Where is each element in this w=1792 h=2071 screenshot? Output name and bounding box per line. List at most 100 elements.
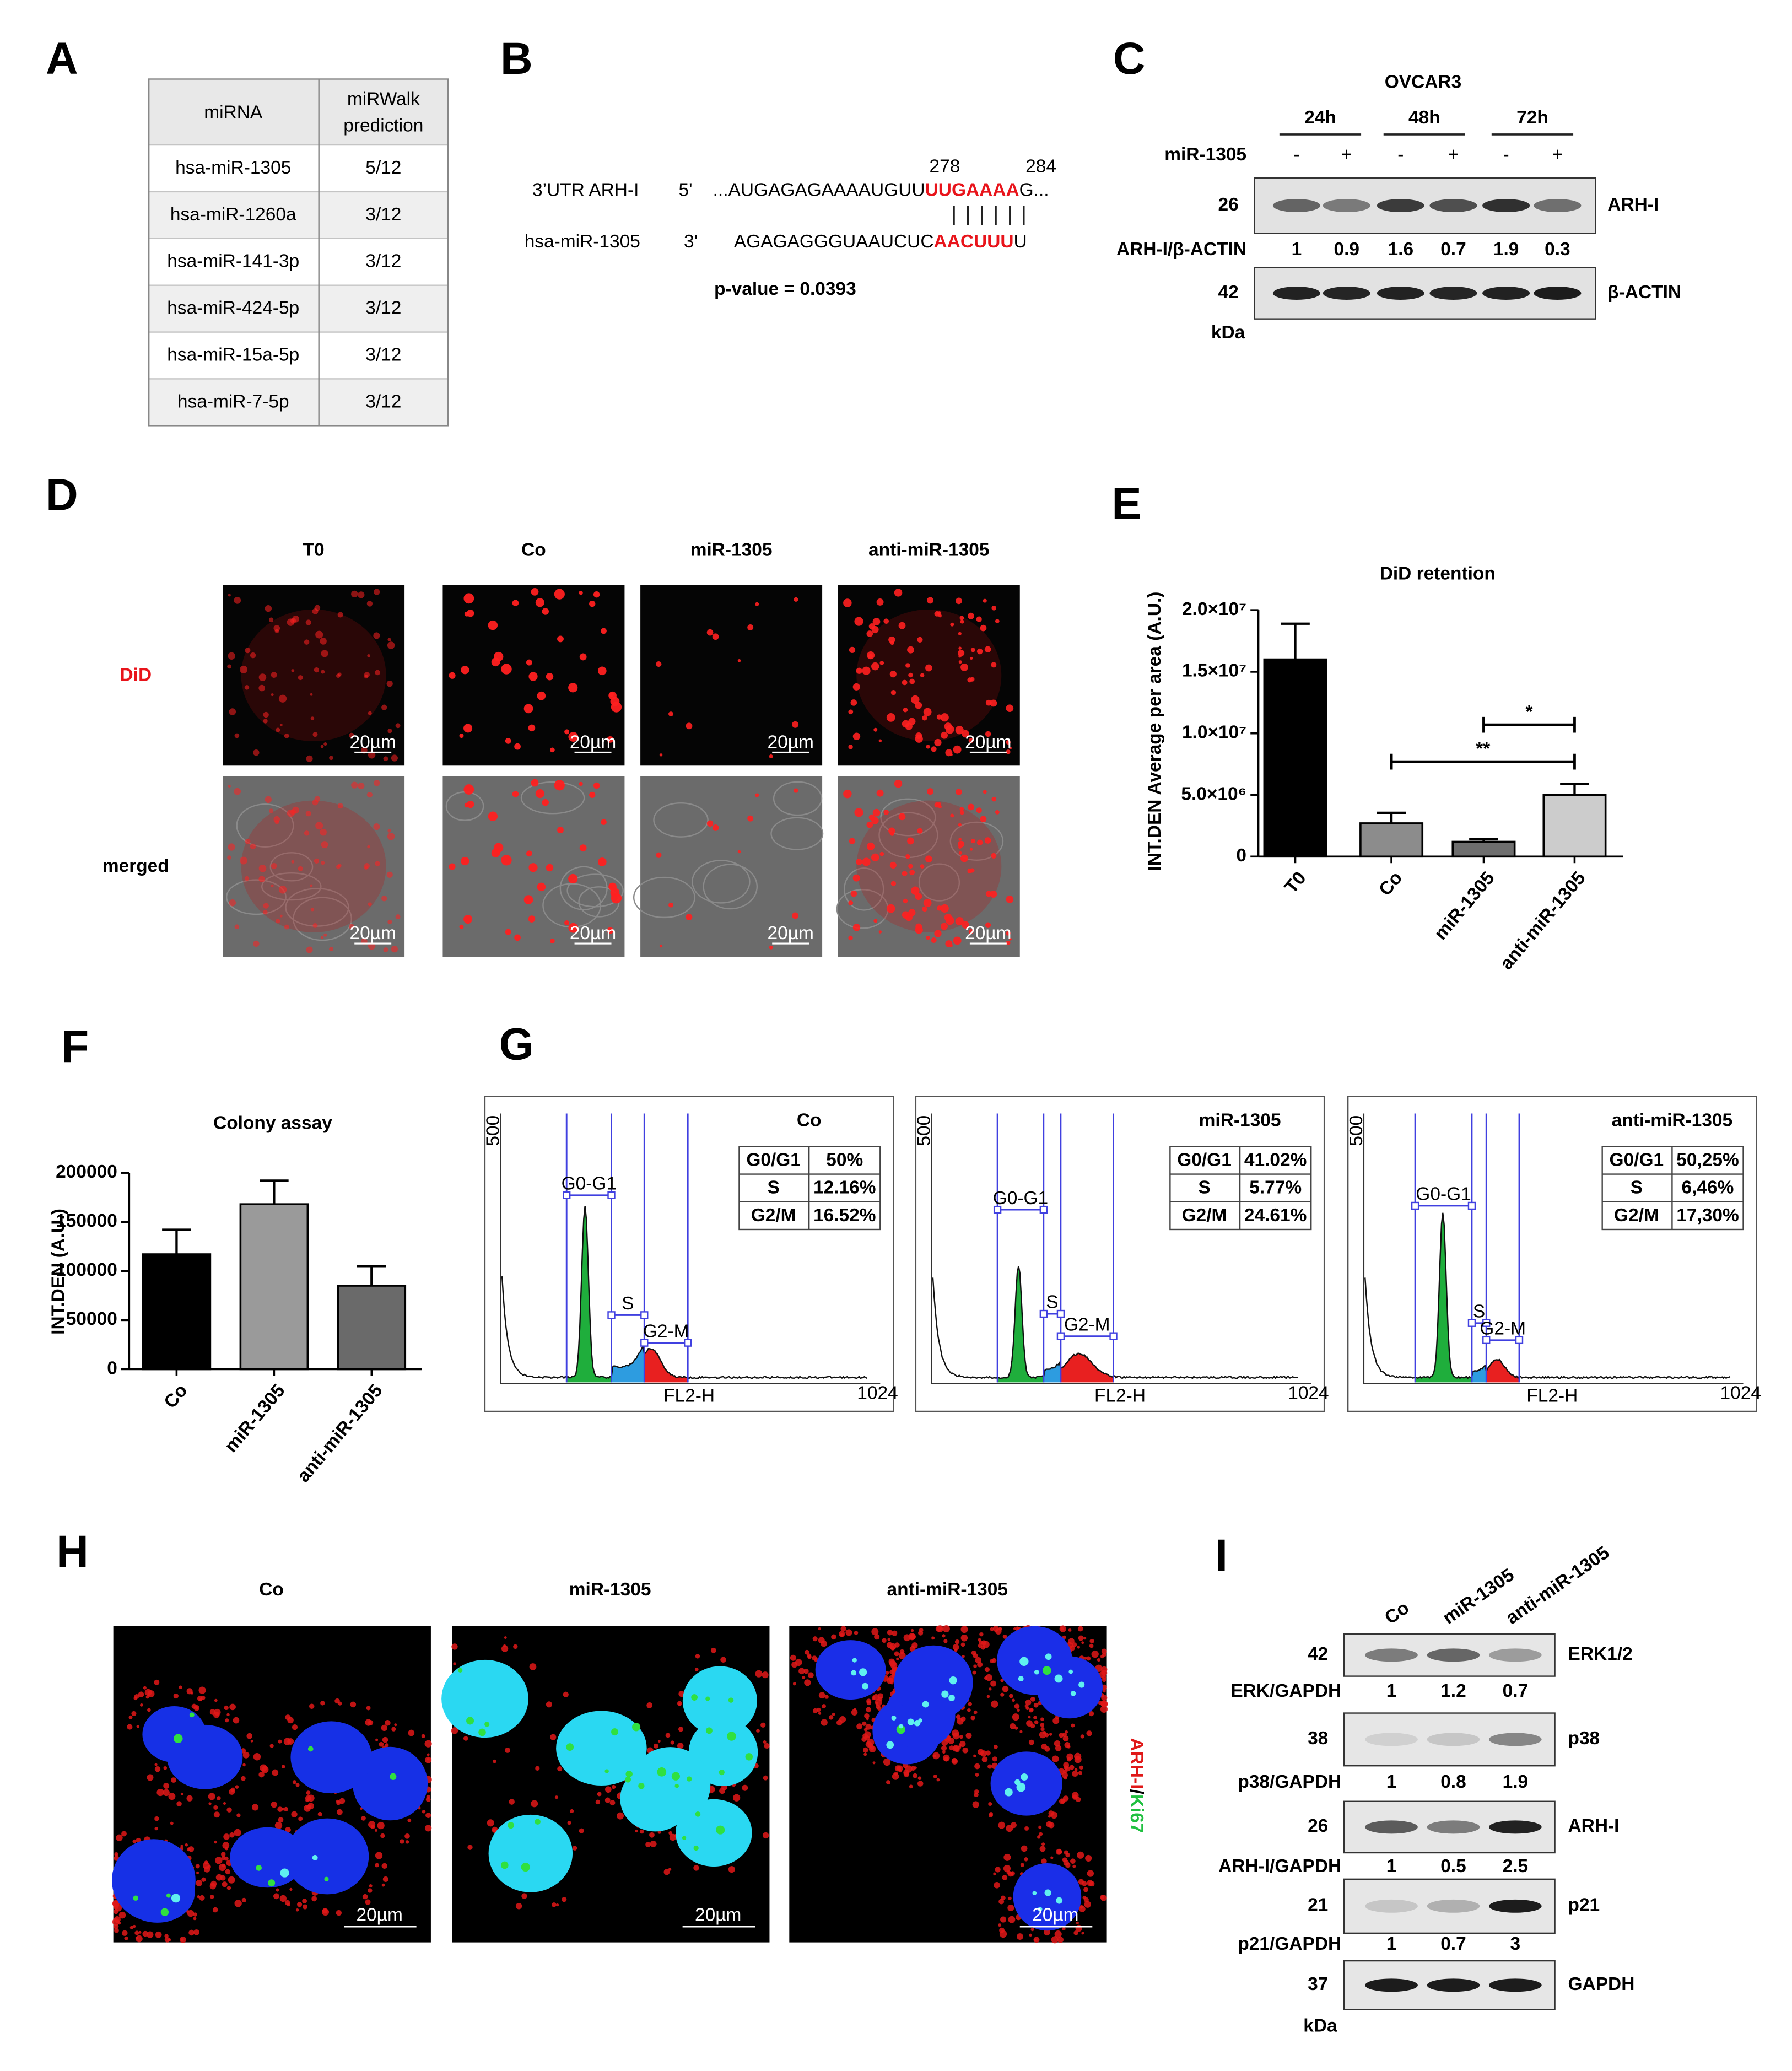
cytoplasm-stain — [223, 1833, 230, 1840]
cytoplasm-stain — [1083, 1887, 1089, 1892]
nucleus — [630, 1747, 711, 1824]
cytoplasm-stain — [973, 1710, 978, 1714]
vesicle — [923, 708, 932, 716]
cytoplasm-stain — [828, 1715, 834, 1720]
vesicle — [234, 788, 241, 795]
cytoplasm-stain — [865, 1723, 872, 1730]
vesicle — [995, 810, 1000, 815]
cytoplasm-stain — [156, 1789, 164, 1797]
vesicle — [909, 870, 915, 876]
cytoplasm-stain — [338, 1701, 342, 1706]
vesicle — [337, 612, 343, 618]
vesicle — [568, 923, 579, 933]
cytoplasm-stain — [1026, 1720, 1033, 1727]
cell-line: OVCAR3 — [1385, 72, 1461, 93]
cytoplasm-stain — [936, 1778, 940, 1782]
sequence: AGAGAGGGUAAUCUCAACUUUU — [734, 231, 1027, 252]
vesicle — [968, 738, 974, 743]
vesicle — [387, 919, 392, 924]
cytoplasm-stain — [210, 1880, 217, 1887]
table-cell: 3/12 — [365, 391, 401, 412]
nucleolus — [1070, 1691, 1076, 1696]
cytoplasm-stain — [202, 1862, 210, 1869]
condition: anti-miR-1305 — [868, 540, 989, 560]
cytoplasm-stain — [1089, 1643, 1094, 1648]
cytoplasm-stain — [1085, 1854, 1092, 1862]
vesicle — [245, 648, 251, 654]
vesicle — [589, 791, 596, 799]
cytoplasm-stain — [513, 1644, 518, 1649]
vesicle — [991, 853, 997, 859]
cytoplasm-stain — [886, 1780, 890, 1785]
cytoplasm-stain — [193, 1929, 199, 1935]
cytoplasm-stain — [222, 1842, 230, 1849]
cytoplasm-stain — [932, 1752, 940, 1760]
ki67-spot — [256, 1865, 262, 1871]
kda: 21 — [1308, 1895, 1328, 1916]
x-axis-label: FL2-H — [663, 1386, 715, 1406]
cytoplasm-stain — [136, 1724, 140, 1728]
vesicle — [589, 600, 596, 607]
vesicle — [528, 915, 536, 923]
vesicle — [872, 808, 881, 817]
vesicle — [250, 652, 256, 659]
cytoplasm-stain — [368, 1821, 376, 1829]
vesicle — [941, 923, 948, 930]
vesicle — [597, 666, 607, 676]
table-cell: G0/G1 — [746, 1150, 801, 1170]
cytoplasm-stain — [246, 1733, 253, 1739]
ki67-spot — [745, 1753, 753, 1761]
table-border — [148, 78, 449, 427]
vesicle — [871, 662, 879, 671]
table-row-bg — [149, 379, 448, 426]
cytoplasm-stain — [1030, 1928, 1034, 1932]
cytoplasm-stain — [1034, 1720, 1039, 1725]
vesicle — [990, 891, 997, 898]
cytoplasm-stain — [1041, 1743, 1048, 1750]
vesicle — [922, 906, 927, 912]
vesicle — [960, 854, 968, 862]
cytoplasm-stain — [1080, 1734, 1085, 1739]
cytoplasm-stain — [1006, 1825, 1013, 1832]
ki67-spot — [896, 1725, 905, 1734]
ki67-spot — [133, 1895, 138, 1901]
ki67-spot — [674, 1783, 679, 1788]
cytoplasm-stain — [760, 1722, 766, 1728]
vesicle — [866, 821, 873, 828]
table-cell: G2/M — [1182, 1205, 1227, 1226]
ratio-label: ERK/GAPDH — [1230, 1681, 1341, 1701]
cytoplasm-stain — [962, 1655, 965, 1658]
vesicle — [535, 598, 544, 607]
cytoplasm-stain — [283, 1738, 291, 1745]
cytoplasm-stain — [1003, 1853, 1011, 1861]
vesicle — [737, 659, 741, 662]
cytoplasm-stain — [1078, 1771, 1082, 1775]
vesicle — [523, 895, 533, 904]
gate-label: G2-M — [643, 1321, 689, 1341]
cytoplasm-stain — [824, 1695, 829, 1699]
vesicle — [542, 608, 549, 615]
ratio: 1 — [1386, 1681, 1397, 1701]
table-cell: hsa-miR-15a-5p — [167, 344, 299, 365]
vesicle — [909, 678, 915, 684]
cytoplasm-stain — [733, 1794, 741, 1802]
cytoplasm-stain — [968, 1702, 972, 1706]
vesicle — [1009, 937, 1012, 941]
vesicle — [960, 811, 964, 815]
vesicle — [557, 635, 564, 643]
vesicle — [980, 816, 987, 823]
vesicle — [920, 673, 925, 678]
micrograph — [640, 776, 823, 957]
ki67-spot — [693, 1845, 699, 1851]
cytoplasm-stain — [320, 1701, 325, 1706]
vesicle — [955, 917, 964, 926]
cytoplasm-stain — [226, 1886, 231, 1890]
cytoplasm-stain — [154, 1826, 158, 1831]
cytoplasm-stain — [112, 1900, 120, 1908]
cytoplasm-stain — [241, 1776, 246, 1781]
gate-handle — [993, 1205, 1002, 1214]
cytoplasm-stain — [1030, 1708, 1034, 1712]
vesicle — [907, 837, 915, 845]
vesicle — [337, 672, 342, 677]
vesicle — [228, 785, 231, 788]
